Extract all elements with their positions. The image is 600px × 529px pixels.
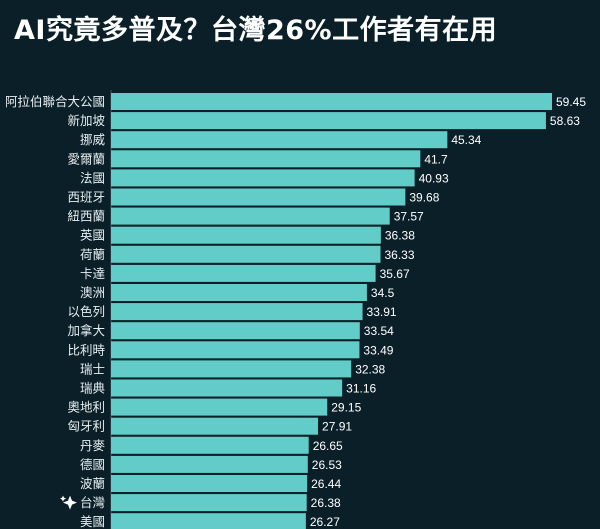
category-label: 美國 (80, 514, 105, 529)
bar (111, 455, 308, 473)
bar (111, 398, 328, 416)
bar (111, 112, 546, 130)
value-label: 36.38 (385, 229, 415, 243)
bar (111, 207, 390, 225)
category-label: 荷蘭 (80, 247, 105, 262)
value-label: 26.38 (311, 496, 341, 510)
value-label: 34.5 (371, 286, 395, 300)
value-label: 33.54 (364, 324, 394, 338)
value-label: 59.45 (556, 95, 586, 109)
category-label: 奧地利 (67, 400, 105, 415)
value-label: 26.53 (312, 458, 342, 472)
value-label: 31.16 (346, 382, 376, 396)
category-label: 瑞典 (80, 381, 105, 396)
bar (111, 303, 363, 321)
value-label: 26.44 (311, 477, 341, 491)
bar (111, 188, 406, 206)
bar (111, 513, 306, 529)
category-label: 紐西蘭 (67, 209, 105, 224)
category-label: 澳洲 (80, 285, 105, 300)
bar (111, 131, 448, 149)
bar (111, 322, 360, 340)
value-label: 41.7 (424, 152, 448, 166)
value-label: 58.63 (550, 114, 580, 128)
bar (111, 93, 552, 110)
chart-title: AI究竟多普及？台灣26%工作者有在用 (14, 15, 498, 46)
bar (111, 169, 415, 187)
value-label: 29.15 (331, 401, 361, 415)
bar (111, 341, 360, 359)
bar (111, 379, 343, 397)
bar (111, 264, 376, 282)
bar (111, 284, 367, 301)
bar (111, 150, 421, 168)
value-label: 39.68 (409, 191, 439, 205)
category-label: 英國 (80, 228, 105, 243)
bar (111, 436, 309, 454)
category-label: 新加坡 (67, 113, 105, 128)
bar (111, 494, 307, 512)
value-label: 32.38 (355, 362, 385, 376)
category-label: 台灣 (80, 495, 105, 510)
category-label: 以色列 (67, 304, 105, 319)
category-label: 阿拉伯聯合大公國 (5, 94, 105, 109)
value-label: 27.91 (322, 420, 352, 434)
category-label: 愛爾蘭 (67, 151, 105, 166)
value-label: 26.65 (313, 439, 343, 453)
bar (111, 226, 381, 244)
category-label: 波蘭 (80, 476, 105, 491)
category-label: 挪威 (80, 132, 106, 147)
value-label: 40.93 (419, 171, 449, 185)
category-label: 加拿大 (67, 323, 105, 338)
category-label: 丹麥 (80, 438, 106, 453)
value-label: 33.91 (367, 305, 397, 319)
category-label: 瑞士 (80, 361, 105, 376)
category-label: 德國 (80, 457, 105, 472)
sparkle-icon (60, 495, 77, 510)
category-label: 卡達 (80, 266, 106, 281)
bar (111, 475, 308, 492)
category-label: 比利時 (67, 342, 105, 357)
category-label: 匈牙利 (67, 419, 105, 434)
category-label: 西班牙 (67, 190, 105, 205)
bar (111, 360, 352, 378)
value-label: 37.57 (394, 210, 424, 224)
value-label: 26.27 (310, 515, 340, 529)
value-label: 33.49 (363, 343, 393, 357)
value-label: 36.33 (384, 248, 414, 262)
value-label: 45.34 (451, 133, 481, 147)
bar (111, 245, 381, 263)
value-label: 35.67 (380, 267, 410, 281)
category-label: 法國 (80, 170, 105, 185)
bar (111, 417, 319, 435)
